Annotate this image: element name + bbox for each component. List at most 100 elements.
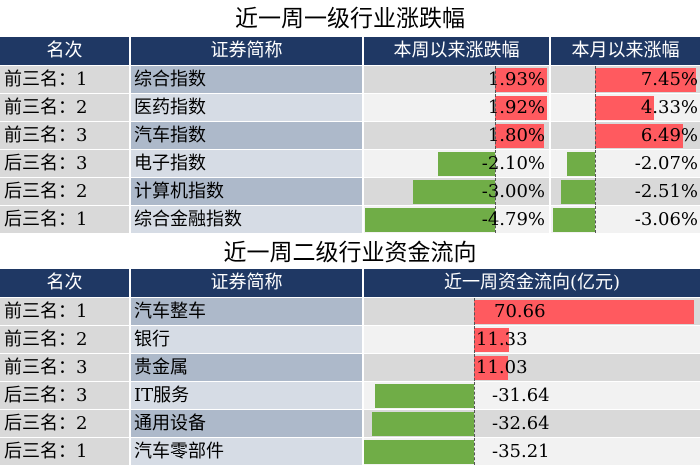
week-change-cell: 1.92% — [364, 94, 551, 121]
header-name: 证券简称 — [131, 269, 364, 297]
rank-cell: 前三名：3 — [0, 122, 131, 149]
value-label: -3.06% — [634, 209, 698, 230]
month-change-cell: 6.49% — [551, 122, 700, 149]
value-label: -3.00% — [481, 181, 545, 202]
header-rank: 名次 — [0, 269, 131, 297]
week-change-cell: -4.79% — [364, 206, 551, 233]
value-label: -31.64 — [492, 385, 550, 406]
value-bar — [413, 180, 495, 204]
zero-axis — [474, 410, 475, 437]
name-cell: 汽车指数 — [131, 122, 364, 149]
header-rank: 名次 — [0, 37, 131, 65]
value-bar — [595, 124, 684, 148]
zero-axis — [595, 66, 596, 93]
name-cell: 电子指数 — [131, 150, 364, 177]
value-bar — [474, 328, 510, 352]
fund-flow-cell: 70.66 — [364, 298, 700, 325]
name-cell: 汽车零部件 — [131, 438, 364, 465]
table-row: 前三名：2 医药指数 1.92% 4.33% — [0, 93, 700, 121]
table1-title: 近一周一级行业涨跌幅 — [235, 6, 465, 32]
zero-axis — [595, 94, 596, 121]
header-name: 证券简称 — [131, 37, 364, 65]
value-bar — [474, 300, 695, 324]
value-bar — [553, 208, 595, 232]
month-change-cell: -2.07% — [551, 150, 700, 177]
table-row: 后三名：3 电子指数 -2.10% -2.07% — [0, 149, 700, 177]
zero-axis — [495, 206, 496, 233]
zero-axis — [474, 326, 475, 353]
value-label: -2.51% — [634, 181, 698, 202]
rank-cell: 前三名：1 — [0, 66, 131, 93]
table-row: 前三名：1 汽车整车 70.66 — [0, 297, 700, 325]
value-bar — [595, 68, 697, 92]
value-bar — [595, 96, 654, 120]
name-cell: IT服务 — [131, 382, 364, 409]
value-label: 11.33 — [476, 329, 528, 350]
rank-cell: 后三名：3 — [0, 382, 131, 409]
week-change-cell: -2.10% — [364, 150, 551, 177]
value-label: 7.45% — [640, 69, 698, 90]
fund-flow-cell: -31.64 — [364, 382, 700, 409]
name-cell: 汽车整车 — [131, 298, 364, 325]
week-change-cell: -3.00% — [364, 178, 551, 205]
value-bar — [495, 68, 548, 92]
value-label: 1.92% — [487, 97, 545, 118]
header-month: 本月以来涨幅 — [571, 40, 680, 61]
value-bar — [495, 124, 544, 148]
week-change-cell: 1.80% — [364, 122, 551, 149]
month-change-cell: 7.45% — [551, 66, 700, 93]
value-bar — [566, 152, 595, 176]
value-label: 1.93% — [487, 69, 545, 90]
rank-cell: 后三名：2 — [0, 178, 131, 205]
value-label: -2.10% — [481, 153, 545, 174]
rank-cell: 后三名：1 — [0, 206, 131, 233]
value-bar — [437, 152, 495, 176]
rank-cell: 后三名：1 — [0, 438, 131, 465]
table-row: 后三名：2 计算机指数 -3.00% -2.51% — [0, 177, 700, 205]
header-flow: 近一周资金流向(亿元) — [443, 272, 621, 293]
table-header: 名次 证券简称 本周以来涨跌幅 本月以来涨幅 — [0, 37, 700, 65]
table-row: 后三名：2 通用设备 -32.64 — [0, 409, 700, 437]
value-bar — [375, 384, 474, 408]
value-label: 1.80% — [487, 125, 545, 146]
zero-axis — [474, 438, 475, 465]
name-cell: 综合指数 — [131, 66, 364, 93]
industry-change-table: 名次 证券简称 本周以来涨跌幅 本月以来涨幅 前三名：1 综合指数 1.93% 7.4… — [0, 37, 700, 233]
rank-cell: 前三名：2 — [0, 94, 131, 121]
name-cell: 银行 — [131, 326, 364, 353]
value-label: 6.49% — [640, 125, 698, 146]
month-change-cell: 4.33% — [551, 94, 700, 121]
table-row: 前三名：3 汽车指数 1.80% 6.49% — [0, 121, 700, 149]
value-bar — [364, 208, 495, 232]
table-row: 前三名：1 综合指数 1.93% 7.45% — [0, 65, 700, 93]
name-cell: 计算机指数 — [131, 178, 364, 205]
table-row: 后三名：3 IT服务 -31.64 — [0, 381, 700, 409]
table-row: 前三名：2 银行 11.33 — [0, 325, 700, 353]
zero-axis — [595, 122, 596, 149]
zero-axis — [595, 150, 596, 177]
rank-cell: 前三名：3 — [0, 354, 131, 381]
fund-flow-cell: -35.21 — [364, 438, 700, 465]
value-bar — [372, 412, 474, 436]
table-header: 名次 证券简称 近一周资金流向(亿元) — [0, 269, 700, 297]
week-change-cell: 1.93% — [364, 66, 551, 93]
month-change-cell: -2.51% — [551, 178, 700, 205]
zero-axis — [595, 178, 596, 205]
value-label: -2.07% — [634, 153, 698, 174]
value-bar — [364, 440, 474, 464]
name-cell: 贵金属 — [131, 354, 364, 381]
value-bar — [560, 180, 595, 204]
value-bar — [474, 356, 509, 380]
value-label: -32.64 — [492, 413, 550, 434]
zero-axis — [495, 178, 496, 205]
zero-axis — [595, 206, 596, 233]
month-change-cell: -3.06% — [551, 206, 700, 233]
table-row: 后三名：1 综合金融指数 -4.79% -3.06% — [0, 205, 700, 233]
name-cell: 通用设备 — [131, 410, 364, 437]
value-label: 70.66 — [494, 301, 546, 322]
zero-axis — [474, 382, 475, 409]
fund-flow-cell: 11.03 — [364, 354, 700, 381]
header-week: 本周以来涨跌幅 — [364, 37, 551, 65]
zero-axis — [474, 298, 475, 325]
name-cell: 医药指数 — [131, 94, 364, 121]
